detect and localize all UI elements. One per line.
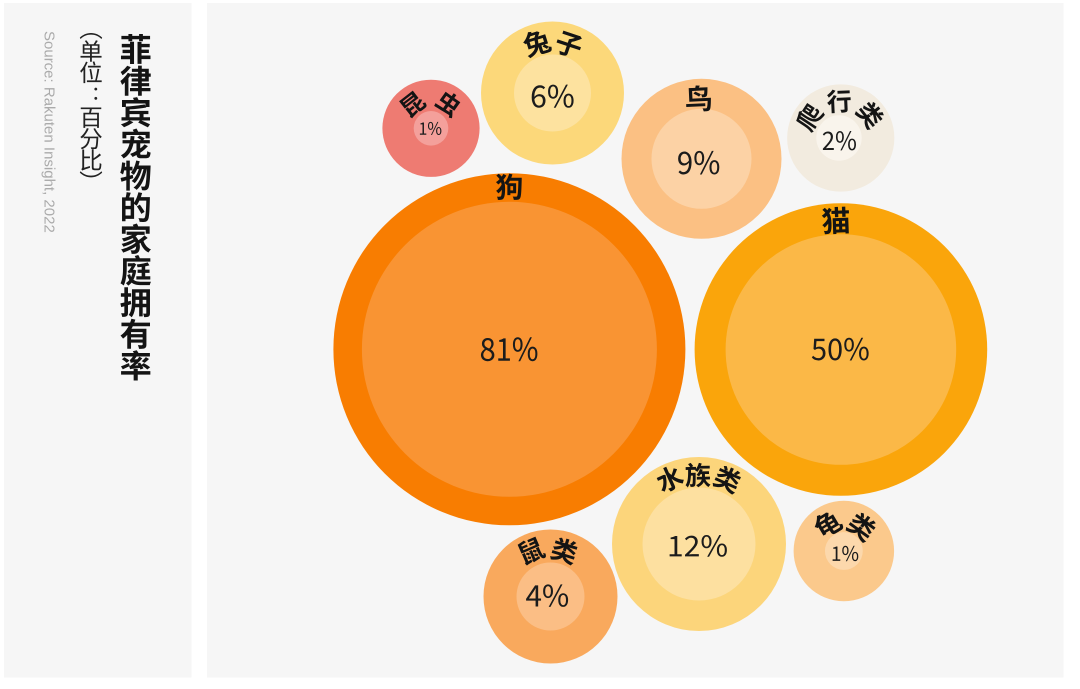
svg-text:Source: Rakuten Insight, 2022: Source: Rakuten Insight, 2022 bbox=[41, 31, 58, 233]
